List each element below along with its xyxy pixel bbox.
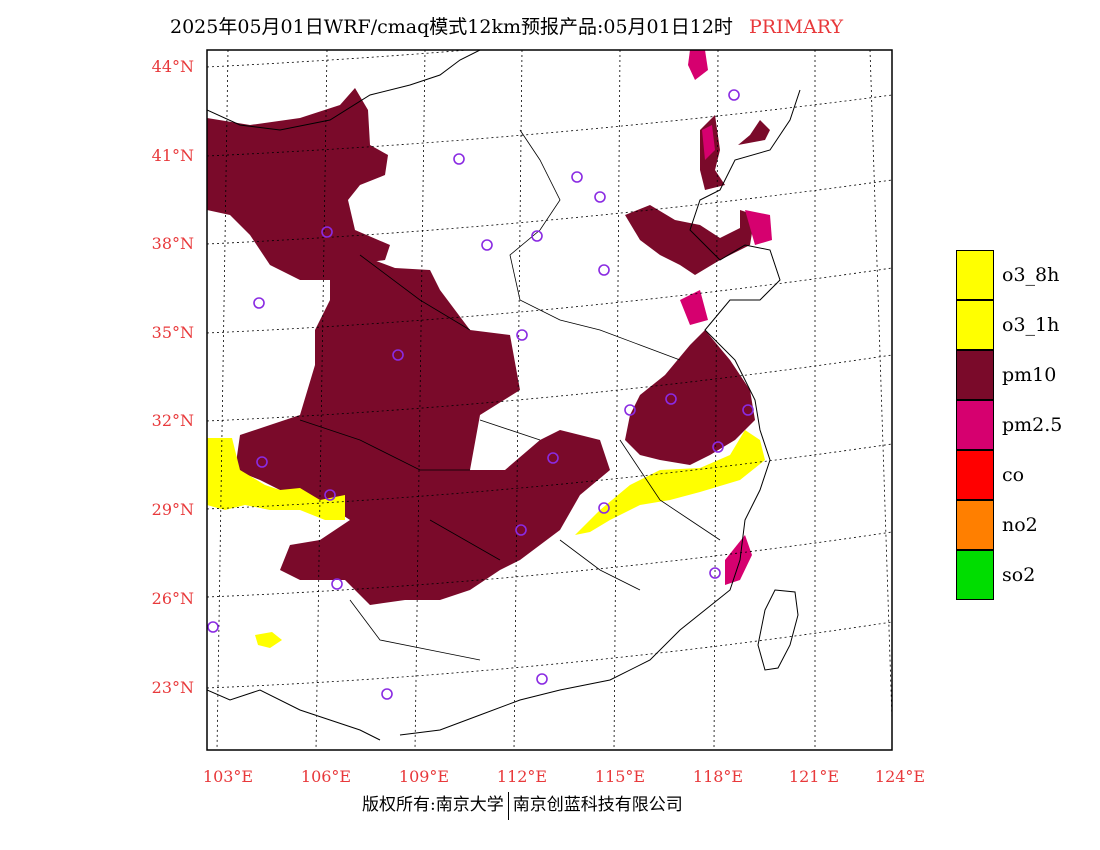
station-marker xyxy=(516,329,528,341)
station-marker xyxy=(381,688,393,700)
title-text: 2025年05月01日WRF/cmaq模式12km预报产品:05月01日12时 xyxy=(170,16,733,38)
legend-row-no2: no2 xyxy=(956,500,1062,550)
legend-swatch xyxy=(956,350,994,400)
lon-label: 103°E xyxy=(203,767,253,786)
legend-label: no2 xyxy=(1002,514,1038,536)
station-marker xyxy=(665,393,677,405)
legend-label: o3_8h xyxy=(1002,264,1060,286)
o3-region-sichuan xyxy=(207,438,345,520)
copyright-right: 南京创蓝科技有限公司 xyxy=(512,795,683,815)
pm10-region-north-china-plain xyxy=(625,205,755,275)
pm25-patch-huaibei xyxy=(680,290,708,325)
pm10-region-east xyxy=(625,330,755,465)
legend-swatch xyxy=(956,250,994,300)
legend-label: o3_1h xyxy=(1002,314,1060,336)
graticule xyxy=(207,50,892,750)
station-marker xyxy=(515,524,527,536)
station-marker xyxy=(321,226,333,238)
station-marker xyxy=(712,441,724,453)
legend-label: so2 xyxy=(1002,564,1036,586)
pm25-patch-north xyxy=(688,50,708,80)
station-marker xyxy=(547,452,559,464)
lon-label: 106°E xyxy=(301,767,351,786)
pm25-patch-northeast xyxy=(702,125,715,160)
legend-row-o3-8h: o3_8h xyxy=(956,250,1062,300)
lon-label: 115°E xyxy=(595,767,645,786)
o3-region-guangxi xyxy=(255,632,282,648)
legend-label: pm10 xyxy=(1002,364,1057,386)
station-marker xyxy=(531,230,543,242)
pollutant-legend: o3_8h o3_1h pm10 pm2.5 co no2 so2 xyxy=(956,250,1062,600)
footer-separator xyxy=(507,791,509,820)
map-frame xyxy=(206,49,893,751)
lon-label: 112°E xyxy=(497,767,547,786)
pm25-patch-fujian xyxy=(725,535,752,585)
lat-label: 32°N xyxy=(152,411,194,430)
legend-label: co xyxy=(1002,464,1025,486)
map-plot-area xyxy=(207,50,892,750)
legend-swatch xyxy=(956,300,994,350)
pm10-region-north xyxy=(207,88,390,280)
lon-label: 124°E xyxy=(875,767,925,786)
coastline-east xyxy=(399,89,801,736)
legend-swatch xyxy=(956,550,994,600)
station-marker xyxy=(324,489,336,501)
copyright-footer: 版权所有:南京大学 南京创蓝科技有限公司 xyxy=(362,790,683,820)
lat-label: 26°N xyxy=(152,589,194,608)
copyright-left: 版权所有:南京大学 xyxy=(362,795,504,815)
station-marker xyxy=(571,171,583,183)
taiwan-outline xyxy=(757,589,799,671)
station-marker xyxy=(253,297,265,309)
latitude-labels: 44°N 41°N 38°N 35°N 32°N 29°N 26°N 23°N xyxy=(152,57,194,697)
lon-label: 118°E xyxy=(693,767,743,786)
lat-label: 23°N xyxy=(152,678,194,697)
legend-swatch xyxy=(956,500,994,550)
station-marker xyxy=(594,191,606,203)
station-marker xyxy=(709,567,721,579)
legend-row-so2: so2 xyxy=(956,550,1062,600)
station-markers xyxy=(207,89,754,700)
map-title: 2025年05月01日WRF/cmaq模式12km预报产品:05月01日12时 … xyxy=(170,12,843,39)
longitude-labels: 103°E 106°E 109°E 112°E 115°E 118°E 121°… xyxy=(203,767,925,786)
legend-swatch xyxy=(956,400,994,450)
legend-label: pm2.5 xyxy=(1002,414,1063,436)
station-marker xyxy=(256,456,268,468)
legend-row-pm10: pm10 xyxy=(956,350,1062,400)
lat-label: 41°N xyxy=(152,146,194,165)
lon-label: 109°E xyxy=(399,767,449,786)
legend-swatch xyxy=(956,450,994,500)
station-marker xyxy=(598,264,610,276)
title-tag: PRIMARY xyxy=(748,16,844,38)
lon-label: 121°E xyxy=(789,767,839,786)
border-southwest xyxy=(207,689,381,741)
station-marker xyxy=(624,404,636,416)
legend-row-co: co xyxy=(956,450,1062,500)
station-marker xyxy=(742,404,754,416)
legend-row-pm25: pm2.5 xyxy=(956,400,1062,450)
station-marker xyxy=(453,153,465,165)
station-marker xyxy=(481,239,493,251)
lat-label: 44°N xyxy=(152,57,194,76)
pm25-patch-shandong xyxy=(745,210,772,245)
legend-row-o3-1h: o3_1h xyxy=(956,300,1062,350)
lat-label: 29°N xyxy=(152,500,194,519)
station-marker xyxy=(536,673,548,685)
pm10-region-bohai xyxy=(738,120,770,145)
station-marker xyxy=(728,89,740,101)
lat-label: 35°N xyxy=(152,323,194,342)
province-borders xyxy=(299,129,721,661)
station-marker xyxy=(598,502,610,514)
station-marker xyxy=(207,621,219,633)
station-marker xyxy=(392,349,404,361)
o3-region-yangtze xyxy=(575,430,765,535)
pm10-region-west-central xyxy=(235,255,610,605)
border-north xyxy=(207,50,481,131)
station-marker xyxy=(331,578,343,590)
lat-label: 38°N xyxy=(152,234,194,253)
